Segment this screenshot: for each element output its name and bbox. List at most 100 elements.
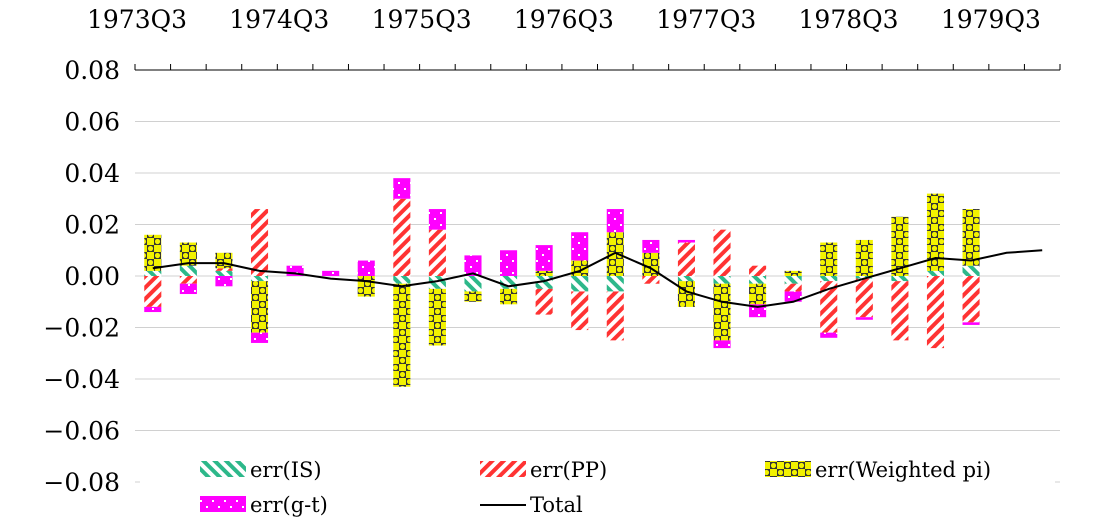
bar-segment-gt — [820, 332, 838, 338]
bar-segment-is — [250, 276, 269, 282]
bar-segment-wpi — [393, 283, 411, 387]
bar-segment-gt — [500, 250, 518, 276]
bar-segment-wpi — [179, 242, 197, 266]
bar-segment-gt — [713, 340, 731, 349]
x-axis: 1973Q3 1974Q3 1975Q3 1976Q3 1977Q3 1978Q3 1979… — [87, 5, 1061, 71]
legend-label: err(PP) — [530, 458, 607, 482]
bar-segment-wpi — [428, 288, 446, 346]
bar-segment-gt — [606, 209, 624, 233]
bar-segment-is — [926, 270, 945, 276]
bar-segment-pp — [820, 281, 838, 333]
bar-segment-wpi — [500, 288, 518, 305]
bar-segment-wpi — [855, 239, 873, 276]
bar-segment-pp — [606, 291, 624, 341]
x-tick-label: 1976Q3 — [514, 5, 614, 34]
bar-segment-pp — [749, 265, 767, 276]
y-tick-label: −0.02 — [43, 314, 120, 343]
y-tick-label: 0.06 — [64, 108, 120, 137]
legend-swatch-is — [200, 461, 246, 477]
bar-segment-gt — [464, 255, 482, 276]
bar-segment-wpi — [962, 209, 980, 266]
bar-segment-gt — [642, 239, 660, 253]
bar-segment-is — [784, 276, 802, 284]
bar-segment-gt — [855, 317, 873, 320]
bar-segment-gt — [179, 283, 197, 295]
bar-segment-is — [464, 276, 482, 292]
x-tick-label: 1973Q3 — [87, 5, 187, 34]
bar-segment-wpi — [215, 252, 233, 269]
bar-segment-is — [677, 276, 695, 282]
legend-swatch-gt — [200, 496, 246, 512]
x-tick-label: 1975Q3 — [372, 5, 472, 34]
legend-swatch-pp — [480, 461, 526, 477]
total-line — [152, 249, 1043, 308]
bar-segment-wpi — [464, 291, 482, 302]
bar-segment-is — [215, 270, 233, 276]
gridlines — [135, 121, 1060, 483]
bar-segment-pp — [215, 268, 233, 271]
bar-segment-wpi — [250, 281, 269, 333]
y-tick-label: −0.06 — [43, 417, 120, 446]
total-line-layer — [152, 249, 1043, 308]
x-tick-label: 1978Q3 — [799, 5, 899, 34]
bar-segment-wpi — [606, 232, 624, 276]
bar-segment-pp — [642, 276, 660, 284]
y-tick-label: 0.08 — [64, 56, 120, 85]
bar-segment-pp — [784, 283, 802, 292]
bar-segment-pp — [535, 288, 553, 315]
bar-segment-pp — [713, 229, 731, 276]
x-tick-label: 1979Q3 — [941, 5, 1041, 34]
bar-segment-gt — [393, 178, 411, 199]
bar-segment-is — [820, 276, 838, 282]
bar-segment-wpi — [713, 283, 731, 341]
bar-segment-gt — [357, 260, 375, 276]
y-axis: 0.08 0.06 0.04 0.02 0.00 −0.02 −0.04 −0.06 −0.08 — [43, 56, 120, 497]
bar-segment-is — [606, 276, 624, 292]
bar-segment-is — [144, 270, 162, 276]
bar-segment-pp — [571, 291, 589, 331]
bar-segment-wpi — [820, 242, 838, 276]
bar-segment-is — [571, 276, 589, 292]
bar-segment-gt — [571, 232, 589, 261]
legend-swatch-wpi — [765, 461, 811, 477]
bar-segment-wpi — [749, 283, 767, 305]
bar-segment-wpi — [357, 276, 375, 297]
bar-segment-pp — [926, 276, 945, 349]
legend-label: err(IS) — [250, 458, 322, 482]
legend-label: err(g-t) — [250, 493, 328, 517]
bar-segment-gt — [250, 332, 269, 343]
bar-segment-pp — [855, 278, 873, 318]
y-tick-label: −0.04 — [43, 365, 120, 394]
bar-segment-pp — [962, 276, 980, 323]
bar-segment-gt — [215, 276, 233, 287]
bar-segment-is — [179, 265, 197, 276]
bar-segment-gt — [535, 245, 553, 271]
bar-segment-is — [891, 276, 909, 282]
bar-segment-gt — [962, 322, 980, 325]
bar-segment-pp — [250, 209, 269, 276]
bar-segment-gt — [144, 306, 162, 313]
bar-segment-gt — [428, 209, 446, 230]
bar-segment-is — [962, 265, 980, 276]
x-tick-label: 1974Q3 — [229, 5, 329, 34]
bar-segment-gt — [322, 270, 340, 276]
bar-segment-pp — [428, 229, 446, 276]
bar-segment-gt — [749, 304, 767, 318]
bar-segment-gt — [286, 265, 304, 276]
bar-segment-pp — [393, 198, 411, 276]
bar-segment-pp — [891, 281, 909, 341]
bar-segment-pp — [179, 276, 197, 284]
bar-segment-wpi — [926, 193, 945, 271]
y-tick-label: 0.02 — [64, 211, 120, 240]
bar-segment-is — [393, 276, 411, 284]
bar-segment-wpi — [891, 216, 909, 276]
bar-segment-is — [855, 276, 873, 279]
bar-segment-wpi — [784, 270, 802, 276]
y-tick-label: 0.04 — [64, 159, 120, 188]
bar-segment-gt — [784, 291, 802, 302]
bar-segment-pp — [144, 276, 162, 307]
legend-label: Total — [530, 493, 583, 517]
bar-segment-gt — [677, 239, 695, 243]
legend: err(IS) err(PP) err(Weighted pi) err(g-t) To… — [140, 448, 1055, 518]
